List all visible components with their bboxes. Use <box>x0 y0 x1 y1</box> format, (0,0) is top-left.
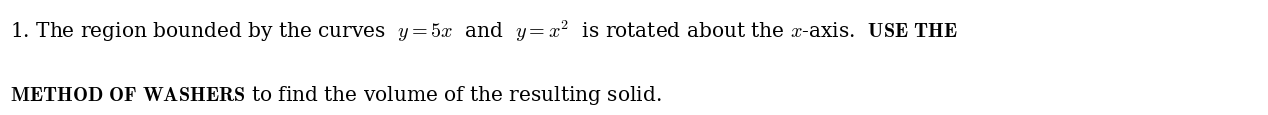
Text: 1. The region bounded by the curves  $y = 5x$  and  $y=x^{2}$  is rotated about : 1. The region bounded by the curves $y =… <box>10 18 957 44</box>
Text: $\mathbf{METHOD\ OF\ WASHERS}$ to find the volume of the resulting solid.: $\mathbf{METHOD\ OF\ WASHERS}$ to find t… <box>10 83 662 106</box>
